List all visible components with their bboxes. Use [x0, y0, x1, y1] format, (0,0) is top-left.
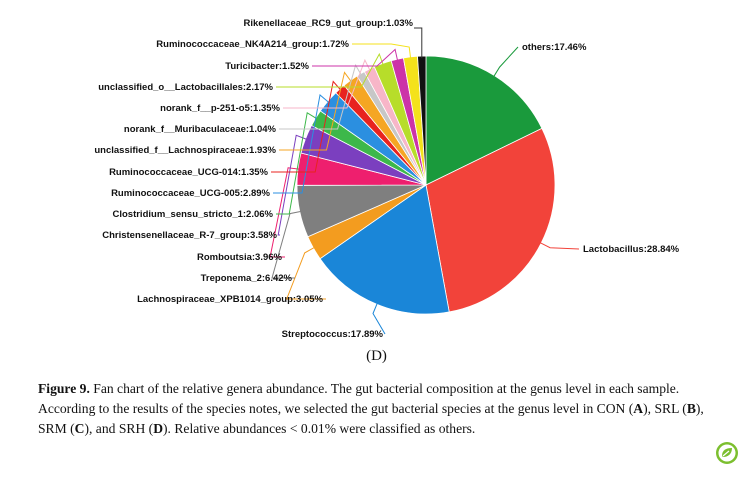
- leader-line-unclassified_f__Lachnospiraceae: [279, 71, 353, 151]
- figure-label: Figure 9.: [38, 381, 90, 396]
- leader-line-Romboutsia: [269, 167, 301, 258]
- leader-line-Christensenellaceae_R-7_group: [277, 134, 308, 236]
- slice-label-norank_f__p-251-o5: norank_f__p-251-o5:1.35%: [160, 103, 280, 114]
- slice-label-Clostridium_sensu_stricto_1: Clostridium_sensu_stricto_1:2.06%: [112, 209, 273, 220]
- leader-line-Lachnospiraceae_XPB1014_group: [285, 246, 326, 300]
- slice-label-Romboutsia: Romboutsia:3.96%: [197, 252, 283, 263]
- slice-label-Ruminococcaceae_NK4A214_group: Ruminococcaceae_NK4A214_group:1.72%: [156, 39, 349, 50]
- slice-label-Turicibacter: Turicibacter:1.52%: [225, 61, 309, 72]
- slice-label-Ruminococcaceae_UCG-014: Ruminococcaceae_UCG-014:1.35%: [109, 167, 268, 178]
- slice-label-unclassified_o__Lactobacillales: unclassified_o__Lactobacillales:2.17%: [98, 82, 273, 93]
- slice-label-Rikenellaceae_RC9_gut_group: Rikenellaceae_RC9_gut_group:1.03%: [244, 18, 414, 29]
- slice-label-Streptococcus: Streptococcus:17.89%: [282, 329, 384, 340]
- caption-d: D: [153, 421, 164, 436]
- slice-label-norank_f__Muribaculaceae: norank_f__Muribaculaceae:1.04%: [124, 124, 277, 135]
- caption-b: B: [686, 401, 696, 416]
- caption-text-2: ), SRL (: [643, 401, 687, 416]
- panel-label: (D): [366, 348, 387, 364]
- leader-line-others: [492, 46, 519, 78]
- leader-line-Turicibacter: [312, 48, 399, 67]
- caption-text-4: ), and SRH (: [84, 421, 154, 436]
- slice-label-Christensenellaceae_R-7_group: Christensenellaceae_R-7_group:3.58%: [102, 230, 277, 241]
- slice-label-Lactobacillus: Lactobacillus:28.84%: [583, 244, 680, 255]
- leader-line-Ruminococcaceae_NK4A214_group: [352, 43, 412, 59]
- slice-label-Ruminococcaceae_UCG-005: Ruminococcaceae_UCG-005:2.89%: [111, 188, 270, 199]
- slice-label-Lachnospiraceae_XPB1014_group: Lachnospiraceae_XPB1014_group:3.05%: [137, 294, 323, 305]
- leaf-badge-icon[interactable]: [715, 441, 739, 465]
- leader-line-Ruminococcaceae_UCG-005: [273, 94, 330, 194]
- slice-label-others: others:17.46%: [522, 42, 587, 53]
- leader-line-Streptococcus: [372, 302, 386, 335]
- caption-text-5: ). Relative abundances < 0.01% were clas…: [163, 421, 476, 436]
- leader-line-Clostridium_sensu_stricto_1: [276, 111, 318, 215]
- leader-line-Treponema_2: [271, 210, 302, 279]
- leader-line-unclassified_o__Lactobacillales: [276, 52, 384, 88]
- pie-chart: others:17.46% Lactobacillus:28.84% Strepto…: [94, 18, 680, 340]
- leader-line-norank_f__Muribaculaceae: [279, 63, 363, 130]
- leader-line-Lactobacillus: [539, 241, 580, 250]
- figure-caption: Figure 9. Fan chart of the relative gene…: [38, 379, 728, 439]
- caption-c: C: [74, 421, 85, 436]
- leader-line-Rikenellaceae_RC9_gut_group: [414, 27, 423, 59]
- caption-text-1: Fan chart of the relative genera abundan…: [38, 381, 680, 416]
- slice-label-Treponema_2: Treponema_2:6.42%: [201, 273, 293, 284]
- slice-label-unclassified_f__Lachnospiraceae: unclassified_f__Lachnospiraceae:1.93%: [94, 145, 276, 156]
- caption-a: A: [633, 401, 644, 416]
- caption-text-3: ), SRM (: [38, 401, 704, 436]
- leader-line-Ruminococcaceae_UCG-014: [271, 80, 342, 173]
